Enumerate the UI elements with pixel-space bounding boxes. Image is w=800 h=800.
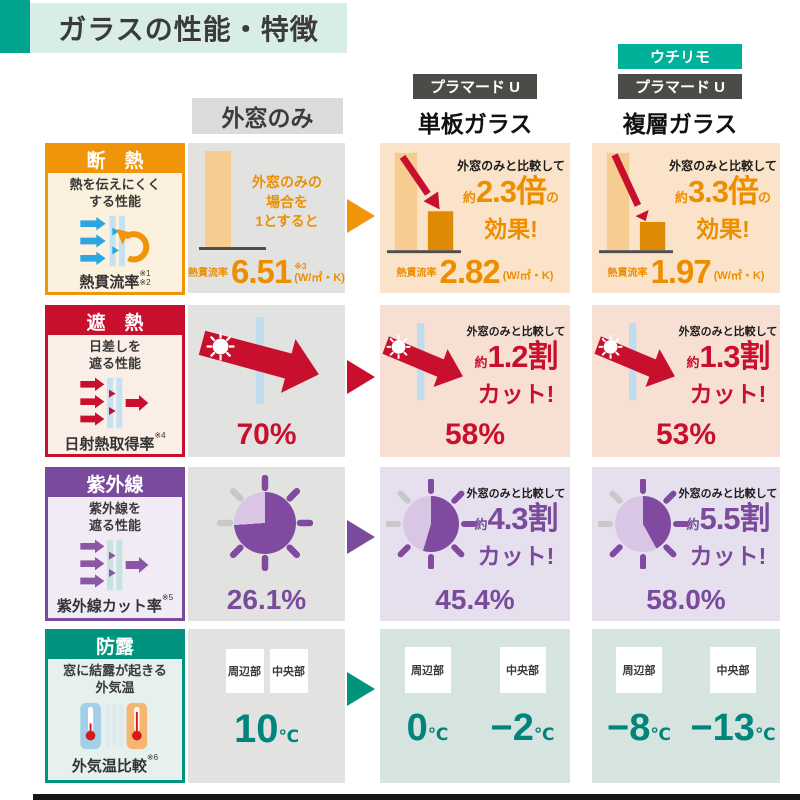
uv-sun-pie-icon (598, 479, 688, 569)
sun-rays-icon (217, 475, 313, 571)
shading-single-value: 58% (444, 418, 506, 451)
insulation-bar-chart-icon (387, 152, 461, 254)
plamade-badge-double: プラマード U (618, 74, 742, 99)
shading-row-title: 遮 熱 (48, 308, 182, 335)
uv-icon (48, 535, 182, 595)
shading-single-cell: 外窓のみと比較して 約1.2割 カット! 58% (380, 305, 570, 457)
plamade-badge-single: プラマード U (413, 74, 537, 99)
single-glass-label: 単板ガラス (417, 111, 533, 137)
shading-label-box: 遮 熱 日差しを 遮る性能 日射熱取得率 ※4 (45, 305, 185, 457)
uv-block-arrows-icon (80, 539, 149, 591)
shading-double-effect: 外窓のみと比較して 約1.3割 カット! (678, 326, 778, 407)
sun-arrow-through-glass-icon (382, 322, 463, 401)
bottom-rule (33, 794, 800, 800)
sun-arrow-through-glass-icon (198, 316, 319, 405)
insulation-single-cell: 外窓のみと比較して 約2.3倍の 効果! 熱貫流率 2.82 (W/㎡・K) (380, 143, 570, 293)
uv-metric: 紫外線カット率 ※5 (56, 592, 174, 615)
uv-single-cell: 外窓のみと比較して 約4.3割 カット! 45.4% (380, 467, 570, 621)
flow-arrow-insulation (347, 199, 375, 233)
uv-label-box: 紫外線 紫外線を 遮る性能 紫外線カット率 ※5 (45, 467, 185, 621)
center-temp-value: −2℃ (490, 707, 555, 749)
shading-double-cell: 外窓のみと比較して 約1.3割 カット! 53% (592, 305, 780, 457)
baseline-caption: 外窓のみの 場合を 1とすると (252, 174, 322, 230)
uv-baseline-value: 26.1% (226, 584, 307, 615)
u-value-double: 熱貫流率 1.97 (W/㎡・K) (607, 252, 765, 290)
uv-row-title: 紫外線 (48, 470, 182, 497)
title-accent-block (0, 0, 30, 53)
uv-pie-disc (615, 496, 671, 552)
condensation-double-cell: 周辺部 −8℃ 中央部 −13℃ (592, 629, 780, 783)
baseline-bar (205, 151, 231, 247)
baseline-temp-value: 10℃ (233, 707, 300, 751)
uv-single-value: 45.4% (435, 584, 515, 615)
flow-arrow-uv (347, 520, 375, 554)
shading-double-value: 53% (655, 418, 717, 451)
insulation-bar-chart-icon (599, 152, 673, 254)
insulation-baseline-cell: 外窓のみの 場合を 1とすると 熱貫流率 6.51 ※3 (W/㎡・K) (188, 143, 345, 293)
edge-label-box: 周辺部 (404, 647, 451, 693)
insulation-label-box: 断 熱 熱を伝えにくく する性能 熱貫流率 ※1 ※2 (45, 143, 185, 295)
condensation-desc: 窓に結露が起きる 外気温 (63, 663, 167, 695)
condensation-label-box: 防露 窓に結露が起きる 外気温 外気温比較 ※6 (45, 629, 185, 783)
uv-pie-disc (234, 492, 296, 554)
shading-baseline-cell: 70% (188, 305, 345, 457)
uv-baseline-cell: 26.1% (188, 467, 345, 621)
shading-desc: 日差しを 遮る性能 (88, 339, 141, 371)
u-value-baseline: 熱貫流率 6.51 ※3 (W/㎡・K) (188, 252, 345, 290)
column-header-single: プラマード U 単板ガラス (380, 74, 570, 139)
insulation-row-title: 断 熱 (48, 146, 182, 173)
sun-arrow-through-glass-icon (594, 322, 675, 401)
double-temperatures: 周辺部 −8℃ 中央部 −13℃ (592, 647, 780, 750)
edge-label-box: 周辺部 (225, 649, 264, 693)
shading-metric: 日射熱取得率 ※4 (64, 430, 166, 453)
uv-desc: 紫外線を 遮る性能 (88, 501, 141, 533)
column-header-baseline: 外窓のみ (192, 98, 343, 134)
center-label-box: 中央部 (269, 649, 308, 693)
condensation-row-title: 防露 (48, 632, 182, 659)
uv-single-effect: 外窓のみと比較して 約4.3割 カット! (466, 488, 566, 569)
condensation-baseline-cell: 周辺部 中央部 10℃ (188, 629, 345, 783)
uv-sun-pie-icon (386, 479, 476, 569)
uchirimo-badge: ウチリモ (618, 44, 742, 69)
edge-temp-value: −8℃ (607, 707, 671, 749)
uv-double-effect: 外窓のみと比較して 約5.5割 カット! (678, 488, 778, 569)
insulation-double-cell: 外窓のみと比較して 約3.3倍の 効果! 熱貫流率 1.97 (W/㎡・K) (592, 143, 780, 293)
page-title: ガラスの性能・特徴 (30, 3, 347, 53)
insulation-double-effect: 外窓のみと比較して 約3.3倍の 効果! (669, 159, 777, 242)
flow-arrow-shading (347, 360, 375, 394)
uv-double-value: 58.0% (646, 584, 726, 615)
shading-baseline-value: 70% (236, 418, 297, 451)
chart-baseline (199, 247, 266, 250)
shading-single-effect: 外窓のみと比較して 約1.2割 カット! (466, 326, 566, 407)
flow-arrow-condensation (347, 672, 375, 706)
edge-temp-value: 0℃ (406, 707, 449, 749)
single-temperatures: 周辺部 0℃ 中央部 −2℃ (380, 647, 570, 750)
u-value-single: 熱貫流率 2.82 (W/㎡・K) (396, 252, 554, 290)
condensation-icon (48, 697, 182, 755)
column-header-double: ウチリモ プラマード U 複層ガラス (586, 44, 774, 139)
insulation-metric: 熱貫流率 ※1 ※2 (79, 268, 151, 291)
center-label-box: 中央部 (499, 647, 546, 693)
thermometers-icon (80, 702, 148, 749)
edge-label-box: 周辺部 (616, 647, 662, 693)
sun-block-arrows-icon (80, 377, 149, 429)
condensation-metric: 外気温比較 ※6 (71, 752, 159, 775)
uv-sun-pie-icon (217, 475, 313, 571)
condensation-single-cell: 周辺部 0℃ 中央部 −2℃ (380, 629, 570, 783)
sun-rays-icon (598, 479, 688, 569)
uv-pie-disc (403, 496, 459, 552)
center-temp-value: −13℃ (690, 707, 776, 749)
page-title-text: ガラスの性能・特徴 (58, 14, 319, 45)
center-label-box: 中央部 (710, 647, 756, 693)
double-glass-label: 複層ガラス (622, 111, 738, 137)
insulation-icon (48, 211, 182, 271)
insulation-desc: 熱を伝えにくく する性能 (69, 177, 161, 209)
baseline-temperature: 周辺部 中央部 10℃ (188, 649, 345, 752)
shading-icon (48, 373, 182, 433)
heat-block-arrows-icon (80, 215, 150, 267)
uv-double-cell: 外窓のみと比較して 約5.5割 カット! 58.0% (592, 467, 780, 621)
insulation-single-effect: 外窓のみと比較して 約2.3倍の 効果! (457, 159, 565, 242)
sun-rays-icon (386, 479, 476, 569)
